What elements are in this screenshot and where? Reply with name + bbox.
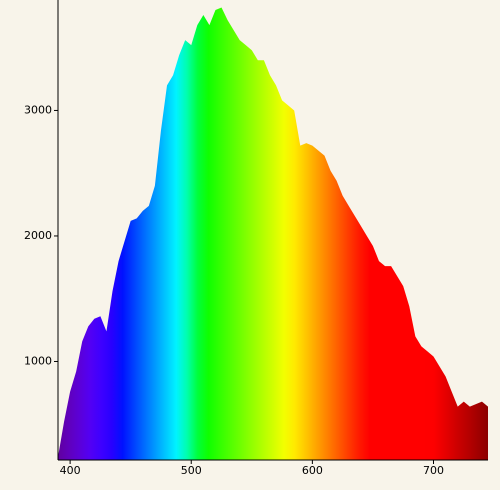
x-tick-label: 700 (423, 464, 444, 477)
y-tick-label: 3000 (24, 103, 52, 116)
x-tick-label: 500 (181, 464, 202, 477)
x-tick-label: 400 (60, 464, 81, 477)
y-tick-label: 1000 (24, 354, 52, 367)
x-tick-label: 600 (302, 464, 323, 477)
y-tick-label: 2000 (24, 229, 52, 242)
spectrum-area (58, 7, 488, 460)
